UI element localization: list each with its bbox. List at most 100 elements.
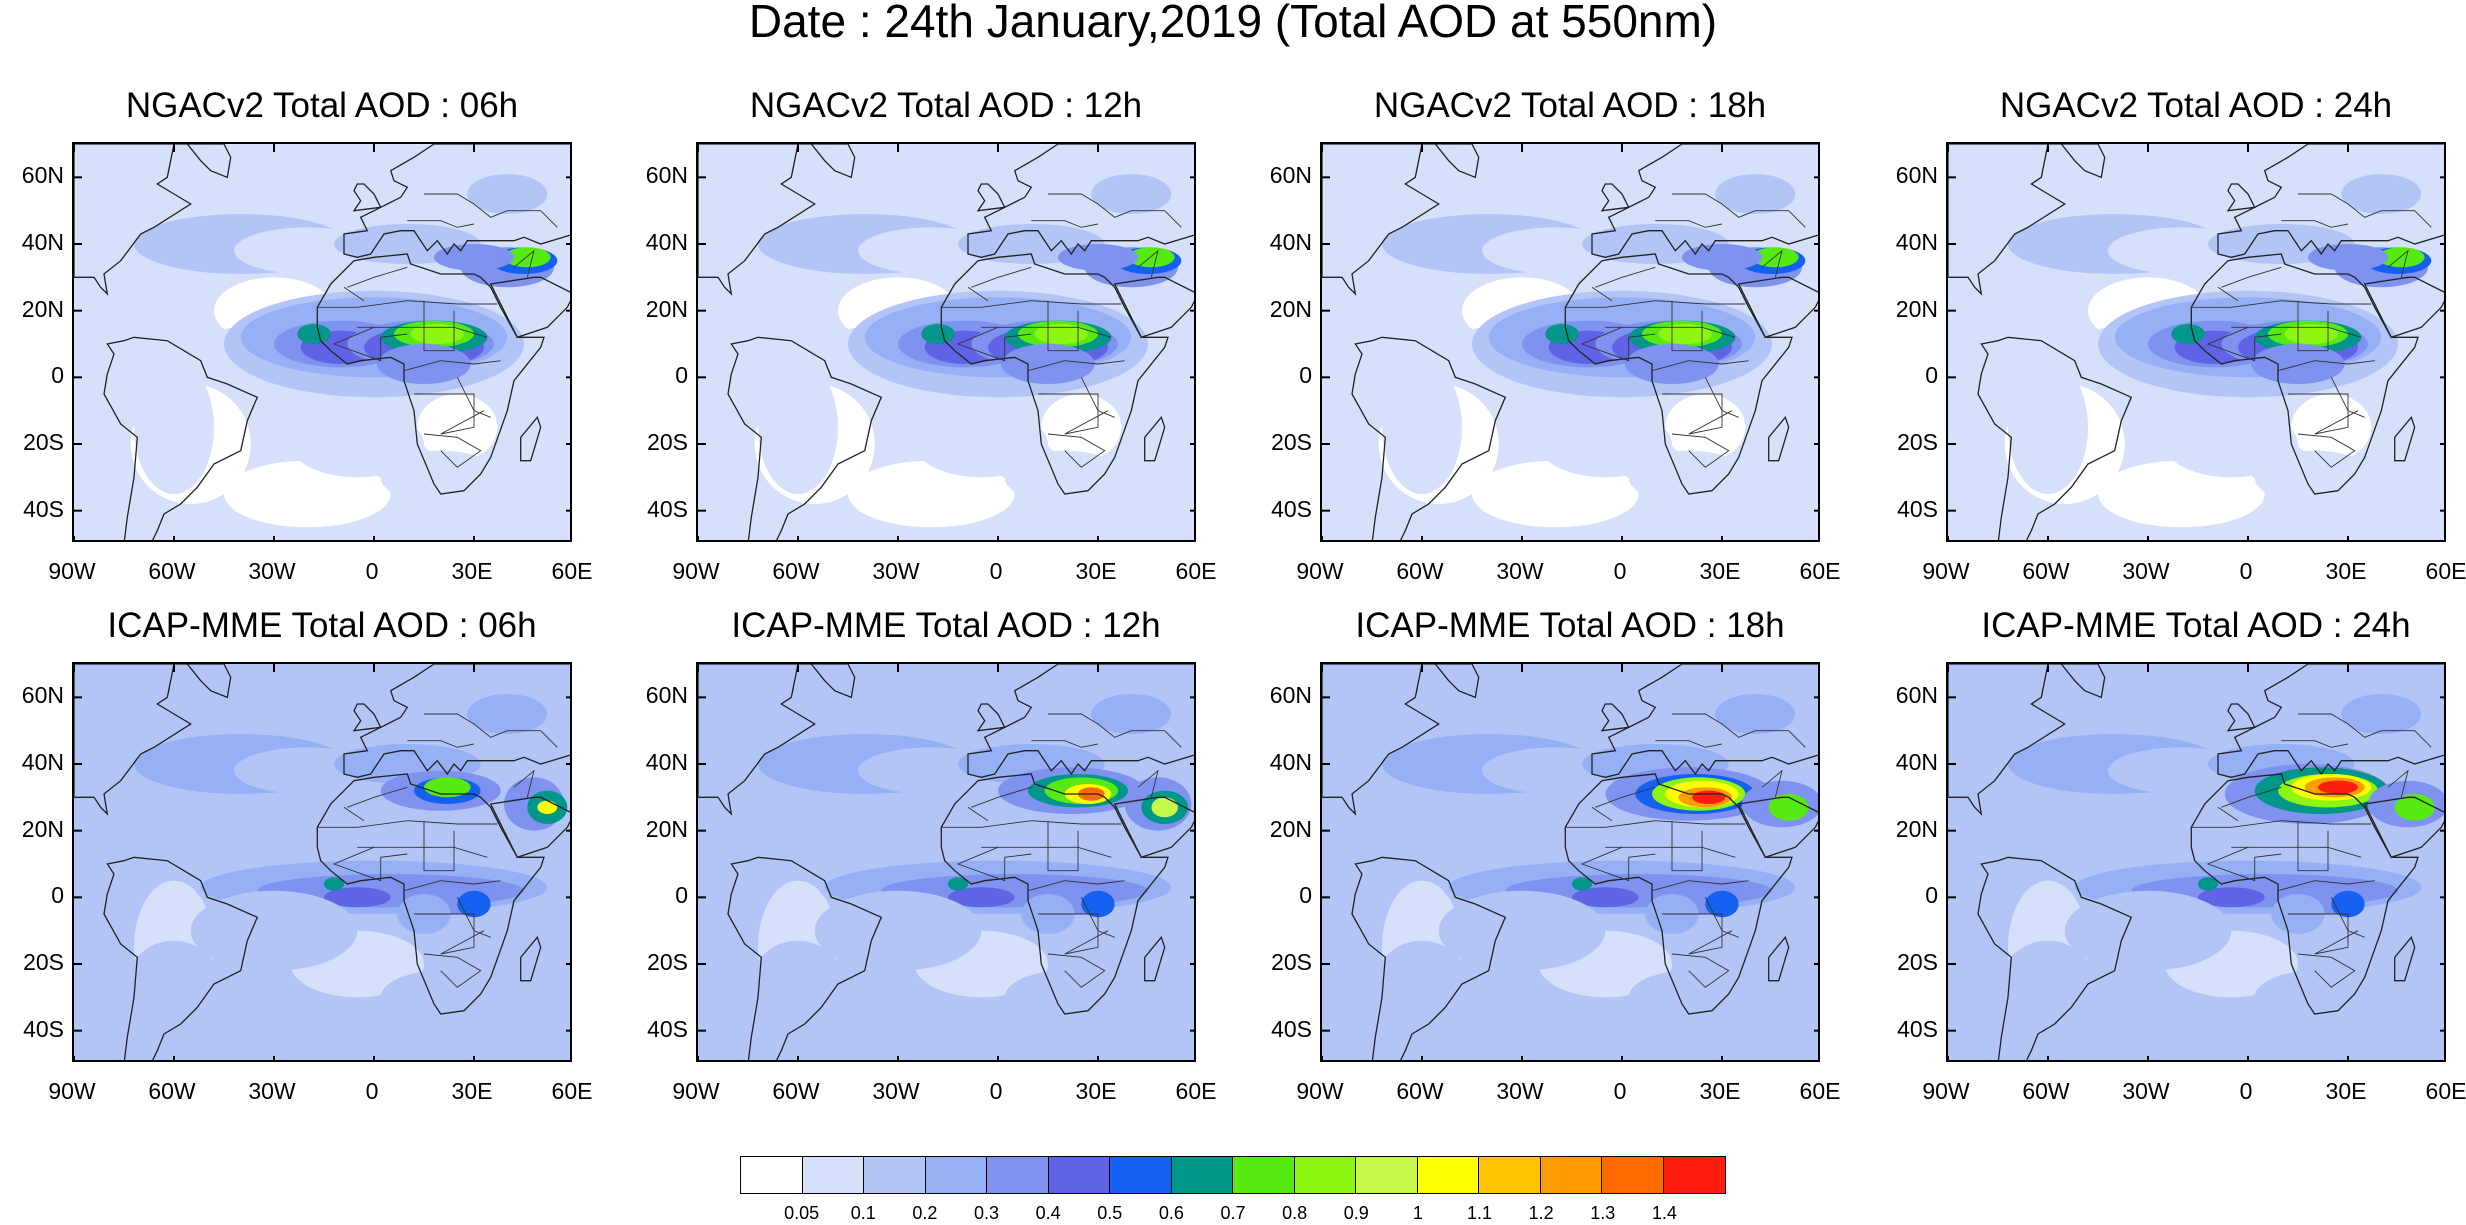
aod-contour-region [2064, 890, 2232, 971]
lon-tick-label: 60W [1396, 1078, 1444, 1104]
lon-tick-label: 60E [1175, 1078, 1217, 1104]
coastline [976, 183, 1006, 212]
lat-tick-label: 0 [675, 362, 688, 389]
coastline [2048, 664, 2106, 699]
map-frame [72, 142, 572, 542]
country-border [1031, 220, 1099, 228]
aod-contour-region [2318, 780, 2358, 794]
aod-contour-region [1004, 450, 1125, 504]
country-border [513, 249, 535, 278]
coastline [316, 253, 545, 495]
lat-tick-label: 40S [1271, 1015, 1312, 1042]
colorbar-label: 0.2 [912, 1203, 938, 1223]
lat-tick-label: 40S [23, 495, 64, 522]
aod-contour-region [190, 890, 358, 971]
country-border [423, 953, 482, 988]
coastline [489, 276, 570, 339]
colorbar-swatch [1170, 1156, 1234, 1194]
country-border [1704, 377, 1739, 418]
aod-contour-region [377, 344, 471, 384]
lon-tick-label: 30W [1496, 558, 1544, 584]
colorbar-swatch [1232, 1156, 1296, 1194]
country-border [1047, 433, 1106, 468]
lat-tick-label: 40N [645, 229, 688, 255]
country-border [1580, 326, 1656, 362]
lon-tick-label: 0 [989, 558, 1003, 584]
lon-tick-label: 30E [2325, 558, 2367, 584]
map-panel: ICAP-MME Total AOD : 24h 60N 40N 20N 0 20S 40S… [1896, 606, 2466, 1104]
coastline [352, 183, 382, 212]
country-border [1565, 300, 1746, 308]
country-border [317, 820, 498, 828]
lat-tick-label: 20S [1897, 949, 1938, 975]
map-frame [1946, 142, 2446, 542]
colorbar-swatch [1478, 1156, 1542, 1194]
lat-tick-label: 40S [647, 1015, 688, 1042]
coastline [1422, 144, 1480, 179]
country-border [1651, 880, 1749, 892]
country-border [2231, 846, 2362, 858]
lon-tick-label: 60E [551, 1078, 593, 1104]
panel-title: ICAP-MME Total AOD : 24h [1981, 606, 2411, 645]
lat-tick-label: 20S [647, 429, 688, 455]
lon-tick-label: 30W [872, 558, 920, 584]
colorbar-swatch [1047, 1156, 1111, 1194]
colorbar-swatch [1601, 1156, 1665, 1194]
country-border [357, 326, 488, 338]
aod-contour-region [1538, 410, 1672, 478]
coastline [940, 253, 1169, 495]
lon-tick-label: 0 [1613, 1078, 1627, 1104]
coastline [727, 336, 883, 540]
country-border [1671, 433, 1730, 468]
lon-tick-label: 90W [1296, 1078, 1344, 1104]
lon-tick-label: 60W [2022, 558, 2070, 584]
lat-tick-label: 40N [1895, 749, 1938, 775]
lon-tick-label: 30E [1075, 558, 1117, 584]
aod-contour-region [1625, 344, 1719, 384]
aod-contour-region [124, 940, 224, 1041]
country-border [941, 300, 1122, 308]
aod-contour-region [324, 877, 344, 891]
coastline [1768, 935, 1790, 982]
aod-contour-region [467, 694, 548, 734]
aod-contour-region [2378, 247, 2425, 268]
country-border [967, 286, 989, 302]
aod-contour-region [2394, 794, 2435, 821]
panel-title: ICAP-MME Total AOD : 18h [1355, 606, 1785, 645]
country-border [1605, 326, 1736, 338]
aod-contour-region [848, 460, 1015, 528]
country-border [332, 846, 408, 882]
country-border [1038, 393, 1109, 435]
aod-contour-region [1004, 970, 1125, 1024]
coastline [1144, 935, 1166, 982]
lon-tick-label: 60W [148, 558, 196, 584]
coastline [1737, 796, 1818, 859]
country-border [513, 769, 535, 798]
country-border [2206, 326, 2282, 362]
map-frame [1320, 142, 1820, 542]
aod-field-map [1322, 664, 1818, 1060]
lon-tick-label: 0 [989, 1078, 1003, 1104]
lat-tick-label: 60N [1895, 682, 1938, 709]
coastline [1600, 703, 1630, 732]
country-border [2281, 740, 2349, 748]
country-border [2281, 220, 2349, 228]
coastline [2190, 773, 2419, 1015]
coastline [1768, 415, 1790, 462]
colorbar-swatch [1293, 1156, 1357, 1194]
coastline [976, 703, 1006, 732]
coastline [1948, 144, 2066, 296]
colorbar-swatch [1109, 1156, 1173, 1194]
aod-contour-region [324, 887, 391, 908]
country-border [1031, 740, 1099, 748]
aod-contour-region [224, 460, 391, 528]
lon-tick-label: 30E [451, 1078, 493, 1104]
lon-tick-label: 60E [1175, 558, 1217, 584]
country-border [1080, 897, 1115, 938]
aod-colorbar [740, 1156, 1726, 1194]
aod-contour-region [914, 410, 1048, 478]
country-border [456, 377, 491, 418]
country-border [1048, 713, 1182, 748]
aod-contour-region [1998, 940, 2098, 1041]
country-border [941, 820, 1122, 828]
